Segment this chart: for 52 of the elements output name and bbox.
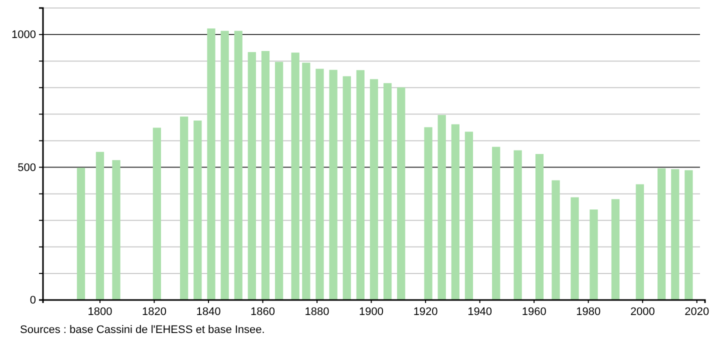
x-tick-label: 1980 (576, 306, 601, 318)
y-tick-label: 1000 (12, 29, 36, 42)
bar (76, 168, 86, 300)
bar (291, 52, 300, 300)
y-tick-label: 500 (18, 162, 36, 174)
bar (152, 128, 162, 300)
x-tick-label: 1880 (304, 306, 330, 318)
x-tick-label: 1900 (359, 306, 384, 318)
bar (424, 127, 432, 300)
source-note: Sources : base Cassini de l'EHESS et base Insee. (20, 324, 265, 336)
x-tick-label: 1840 (196, 306, 221, 318)
bar (356, 70, 365, 300)
bar (370, 79, 378, 300)
bar (220, 30, 229, 300)
x-tick-label: 1860 (250, 306, 276, 318)
bar (248, 52, 256, 300)
bar (684, 170, 693, 300)
x-tick-label: 2020 (684, 306, 710, 318)
x-tick-label: 1920 (413, 306, 438, 318)
bar (112, 160, 120, 300)
bar (180, 116, 188, 300)
bar (397, 87, 406, 300)
x-tick-label: 1800 (88, 306, 112, 318)
x-tick-label: 1960 (522, 306, 546, 318)
x-tick-label: 1820 (142, 306, 166, 318)
bar (671, 169, 680, 300)
bar (207, 28, 216, 300)
bar (570, 197, 579, 300)
x-tick-label: 1940 (468, 306, 492, 318)
bar (194, 120, 202, 300)
bar (535, 154, 544, 300)
bar (261, 51, 270, 300)
bar (383, 83, 392, 300)
bar (274, 62, 284, 300)
y-tick-label: 0 (30, 294, 36, 307)
bar (590, 209, 598, 300)
x-tick-label: 2000 (630, 306, 655, 318)
bar (464, 132, 474, 300)
bar (342, 76, 351, 300)
bar (658, 168, 666, 300)
bar (451, 124, 460, 300)
bar (96, 152, 104, 300)
bar (316, 68, 324, 300)
bar (492, 146, 500, 300)
bar (611, 199, 620, 300)
bar (302, 62, 310, 300)
bar (514, 150, 522, 300)
bar (329, 70, 338, 300)
bar (438, 114, 446, 300)
bar (636, 184, 644, 300)
bar (234, 30, 242, 300)
bar (552, 180, 560, 300)
